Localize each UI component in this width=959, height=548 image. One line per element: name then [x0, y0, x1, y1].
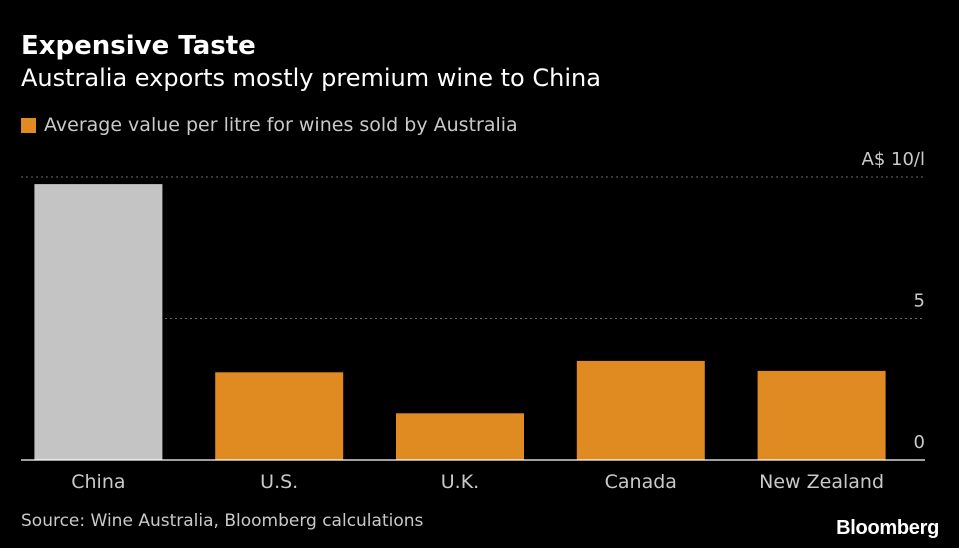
x-tick-label: New Zealand	[759, 471, 884, 493]
x-tick-label: China	[71, 471, 125, 493]
legend: Average value per litre for wines sold b…	[21, 112, 518, 138]
bar-new-zealand	[757, 370, 886, 460]
bars	[34, 184, 886, 460]
axes: China U.S. U.K. Canada New Zealand 0 5 A$ 10/l	[21, 149, 925, 493]
x-tick-label: U.S.	[260, 471, 298, 493]
legend-swatch	[21, 117, 36, 133]
y-tick-label: A$ 10/l	[862, 149, 925, 170]
chart-title: Expensive Taste	[21, 31, 256, 61]
y-tick-label: 5	[914, 291, 925, 312]
source-note: Source: Wine Australia, Bloomberg calcul…	[21, 511, 424, 531]
gridlines	[21, 176, 925, 319]
y-tick-label: 0	[914, 432, 925, 453]
chart-subtitle: Australia exports mostly premium wine to…	[21, 64, 601, 92]
bar-u-s	[215, 372, 344, 460]
bar-u-k	[396, 413, 524, 460]
x-tick-label: Canada	[605, 471, 677, 493]
bar-canada	[576, 360, 705, 460]
legend-label: Average value per litre for wines sold b…	[44, 114, 518, 136]
bloomberg-logo: Bloomberg	[836, 517, 939, 539]
x-tick-label: U.K.	[441, 471, 479, 493]
bar-china	[34, 184, 163, 460]
